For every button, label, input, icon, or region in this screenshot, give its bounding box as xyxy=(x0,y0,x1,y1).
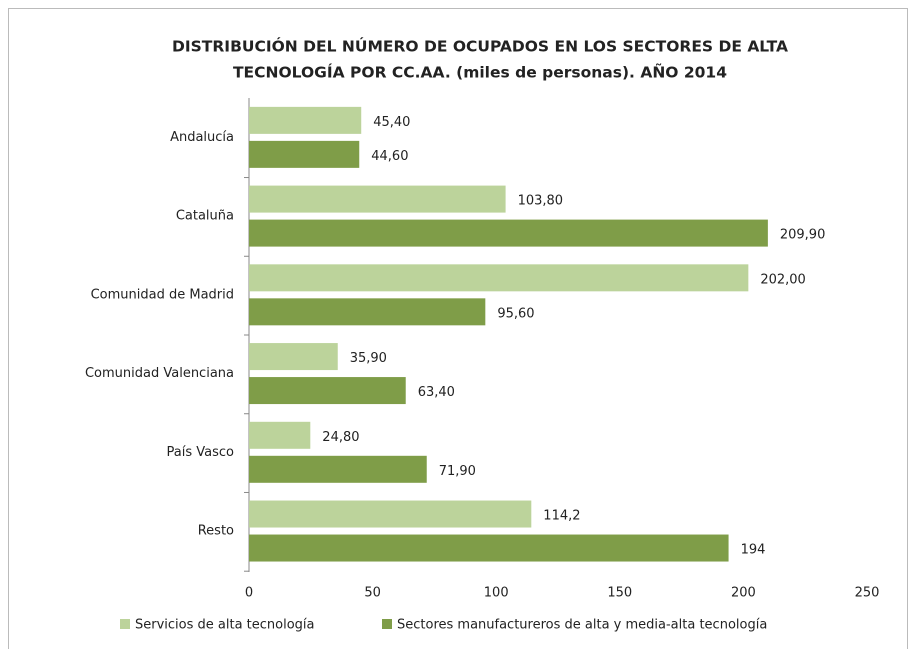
bar xyxy=(249,534,729,562)
bar xyxy=(249,185,506,213)
value-label: 71,90 xyxy=(439,464,476,479)
legend-swatch xyxy=(120,619,130,629)
y-tick-label: Resto xyxy=(198,524,234,539)
y-tick-label: País Vasco xyxy=(167,445,235,460)
value-label: 63,40 xyxy=(418,385,455,400)
y-tick-label: Andalucía xyxy=(170,130,234,145)
x-tick-label: 100 xyxy=(484,586,509,601)
bar xyxy=(249,377,406,405)
bar xyxy=(249,140,360,168)
y-tick-label: Cataluña xyxy=(176,209,234,224)
bar xyxy=(249,500,532,528)
x-tick-label: 0 xyxy=(245,586,253,601)
legend-swatch xyxy=(382,619,392,629)
y-tick-label: Comunidad de Madrid xyxy=(91,287,234,302)
bar xyxy=(249,421,311,449)
bar xyxy=(249,106,362,134)
value-label: 24,80 xyxy=(322,430,359,445)
value-label: 202,00 xyxy=(760,272,806,287)
legend-label: Servicios de alta tecnología xyxy=(135,618,315,633)
value-label: 45,40 xyxy=(373,115,410,130)
bar xyxy=(249,264,749,292)
value-label: 95,60 xyxy=(497,306,534,321)
value-label: 35,90 xyxy=(350,351,387,366)
legend-label: Sectores manufactureros de alta y media-… xyxy=(397,618,767,633)
x-tick-label: 50 xyxy=(364,586,381,601)
x-tick-label: 200 xyxy=(731,586,756,601)
bar xyxy=(249,455,427,483)
value-label: 103,80 xyxy=(518,194,564,209)
bar xyxy=(249,219,768,247)
bar xyxy=(249,298,486,326)
chart-frame xyxy=(8,8,908,649)
y-tick-label: Comunidad Valenciana xyxy=(85,366,234,381)
bar xyxy=(249,343,338,371)
x-tick-label: 150 xyxy=(607,586,632,601)
x-tick-label: 250 xyxy=(855,586,880,601)
value-label: 209,90 xyxy=(780,228,826,243)
value-label: 194 xyxy=(741,543,766,558)
chart-title: TECNOLOGÍA POR CC.AA. (miles de personas… xyxy=(233,63,727,82)
chart-title: DISTRIBUCIÓN DEL NÚMERO DE OCUPADOS EN L… xyxy=(172,37,788,56)
value-label: 44,60 xyxy=(371,149,408,164)
value-label: 114,2 xyxy=(543,509,580,524)
